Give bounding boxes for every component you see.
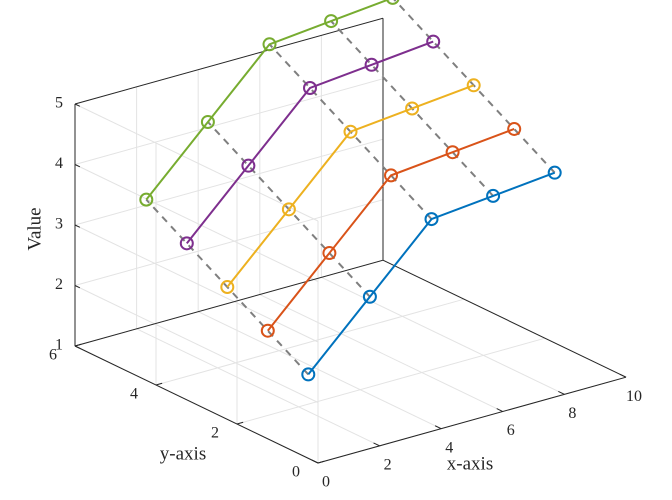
grid-line: [259, 294, 504, 412]
series-4: [179, 34, 441, 251]
y-tick: [317, 460, 325, 464]
y-tick-label: 0: [292, 464, 300, 481]
y-tick: [74, 343, 82, 347]
series-line: [307, 171, 556, 376]
data-point: [260, 323, 275, 338]
data-point: [303, 81, 317, 95]
y-axis-label: y-axis: [160, 443, 206, 464]
z-axis-label: Value: [24, 207, 45, 250]
data-point: [262, 37, 277, 52]
data-point: [301, 367, 316, 382]
data-point: [386, 0, 400, 5]
axes-frame: [74, 17, 627, 464]
data-point: [220, 280, 235, 295]
series-line: [267, 128, 515, 332]
data-point: [547, 165, 562, 180]
axis-edge: [74, 259, 384, 347]
grid-line: [236, 337, 546, 425]
series-line: [186, 40, 434, 244]
data-point: [405, 101, 420, 116]
y-tick-label: 2: [211, 425, 219, 442]
y-tick-label: 4: [130, 386, 138, 403]
z-tick: [74, 103, 81, 107]
x-tick: [558, 390, 565, 395]
data-point: [364, 57, 379, 72]
data-point: [179, 236, 194, 251]
grid-line: [74, 285, 319, 403]
grid-line: [155, 298, 465, 386]
data-point: [507, 121, 522, 136]
z-tick-label: 5: [55, 95, 63, 112]
grid-line: [74, 224, 319, 343]
z-tick-label: 1: [55, 337, 63, 354]
data-point: [424, 212, 439, 227]
x-tick-label: 4: [445, 439, 453, 456]
series-2: [260, 121, 522, 338]
data-point: [486, 188, 501, 203]
grid-line: [74, 78, 384, 165]
data-point: [324, 14, 339, 29]
data-point: [426, 34, 441, 49]
axis-edge: [74, 345, 319, 464]
y-tick-label: 6: [49, 347, 57, 364]
x-tick: [373, 442, 380, 447]
grid-line: [74, 164, 319, 282]
x-tick: [496, 408, 504, 412]
x-tick: [311, 459, 319, 464]
z-tick-label: 2: [55, 276, 63, 293]
data-point: [384, 168, 398, 183]
z-tick: [74, 285, 81, 289]
x-tick-label: 0: [322, 474, 330, 491]
data-point: [281, 202, 296, 217]
grid-line: [321, 276, 565, 395]
x-tick-label: 2: [384, 457, 392, 474]
x-tick-label: 10: [626, 388, 642, 405]
z-tick: [74, 345, 81, 349]
x-tick: [619, 373, 627, 378]
z-tick: [74, 164, 81, 168]
series-1: [301, 165, 562, 382]
z-tick-label: 3: [55, 216, 63, 233]
grid-line: [74, 103, 319, 222]
z-tick-label: 4: [55, 155, 63, 172]
data-point: [466, 78, 481, 93]
data-point: [241, 158, 256, 173]
data-point: [322, 246, 337, 261]
axis-edge: [317, 376, 627, 464]
x-tick-label: 8: [568, 405, 576, 422]
x-axis-label: x-axis: [447, 453, 493, 474]
axis-edge: [382, 259, 627, 378]
x-tick-label: 6: [507, 422, 515, 439]
series-lines: [139, 0, 562, 382]
grid-line: [197, 311, 442, 430]
data-point: [362, 289, 377, 304]
data-point: [200, 114, 215, 129]
data-point: [343, 124, 358, 139]
series-5: [139, 0, 400, 207]
data-point: [445, 145, 460, 160]
series-line: [226, 84, 475, 288]
grid-line: [136, 328, 380, 447]
x-tick: [434, 425, 442, 430]
axis-edge: [74, 17, 384, 105]
data-point: [139, 192, 154, 207]
grid-line: [74, 138, 384, 226]
z-tick: [74, 224, 81, 228]
y-tick: [155, 382, 163, 386]
grid-line: [74, 199, 384, 286]
y-tick: [236, 421, 244, 425]
series-3: [220, 78, 481, 295]
series-line: [145, 0, 390, 201]
